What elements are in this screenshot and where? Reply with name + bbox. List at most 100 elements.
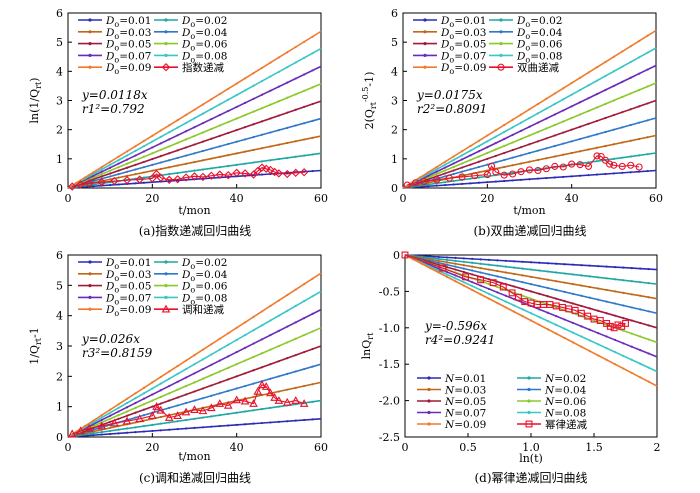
series-point <box>260 407 264 411</box>
series-point <box>294 288 297 291</box>
series-point <box>117 183 120 186</box>
series-point <box>444 163 447 166</box>
series-point <box>503 137 506 141</box>
series-point <box>260 66 264 70</box>
legend-marker <box>527 387 531 392</box>
series-point <box>622 291 625 294</box>
series-point <box>528 160 531 163</box>
series-point <box>201 112 205 115</box>
series-point <box>134 431 137 434</box>
legend-marker <box>88 307 92 311</box>
series-point <box>638 105 641 108</box>
series-point <box>294 370 297 373</box>
data-point <box>627 161 635 169</box>
series-point <box>201 377 205 380</box>
series-point <box>418 176 421 179</box>
series-point <box>605 300 608 303</box>
series-point <box>579 113 582 116</box>
series-point <box>168 384 171 388</box>
series-point <box>454 277 457 280</box>
series-point <box>244 423 247 426</box>
series-point <box>134 168 137 171</box>
series-point <box>595 133 599 136</box>
series-point <box>235 363 238 366</box>
series-point <box>117 417 120 420</box>
series-point <box>184 418 188 422</box>
series-point <box>454 262 457 265</box>
series-point <box>210 127 213 131</box>
series-point <box>260 352 264 355</box>
series-point <box>545 107 548 110</box>
series-point <box>303 333 306 337</box>
series-point <box>454 265 457 268</box>
series-point <box>151 146 154 149</box>
series-point <box>437 263 440 266</box>
series-point <box>630 371 633 375</box>
series-point <box>639 308 642 311</box>
series-point <box>201 348 205 351</box>
data-point <box>606 160 614 168</box>
y-tick-label: 6 <box>56 249 63 262</box>
series-point <box>286 325 289 328</box>
series-point <box>494 180 497 183</box>
series-point <box>504 277 507 280</box>
data-point <box>458 173 466 181</box>
series-point <box>134 145 137 148</box>
series-point <box>134 182 137 185</box>
data-point <box>84 423 94 432</box>
series-point <box>496 264 499 267</box>
series-point <box>252 123 255 126</box>
x-axis-label: ln(t) <box>519 452 543 465</box>
series-point <box>311 153 314 156</box>
series-point <box>595 146 599 149</box>
series-point <box>570 128 573 131</box>
panel-caption: (b)双曲递减回归曲线 <box>473 224 586 238</box>
series-point <box>210 137 213 140</box>
series-point <box>486 175 489 178</box>
series-point <box>639 281 642 284</box>
series-point <box>260 324 264 327</box>
series-point <box>252 409 255 412</box>
series-point <box>647 310 650 313</box>
series-point <box>528 125 531 128</box>
series-point <box>100 168 103 171</box>
series-point <box>134 416 137 419</box>
series-point <box>487 258 491 261</box>
series-point <box>244 384 247 388</box>
series-point <box>151 405 154 408</box>
series-point <box>445 266 449 269</box>
x-tick-label: 40 <box>565 192 579 205</box>
series-point <box>269 406 272 409</box>
y-tick-label: 0 <box>56 431 63 444</box>
series-point <box>613 266 617 269</box>
data-point <box>122 175 132 185</box>
series-point <box>109 432 112 436</box>
data-point <box>68 182 77 191</box>
series-point <box>311 69 314 72</box>
series-point <box>176 149 179 152</box>
series-point <box>117 414 120 417</box>
legend-marker <box>423 18 427 22</box>
series-point <box>218 124 221 127</box>
series-point <box>622 367 625 370</box>
y-tick-label: -2.5 <box>379 431 400 444</box>
series-point <box>579 162 582 165</box>
legend-marker <box>88 18 92 22</box>
data-point <box>274 169 284 178</box>
series-point <box>168 399 171 402</box>
series-point <box>235 140 238 143</box>
series-point <box>555 271 558 274</box>
series-point <box>639 294 642 297</box>
series-point <box>612 128 615 131</box>
series-point <box>487 297 491 300</box>
series-point <box>629 92 632 95</box>
series-point <box>621 111 624 114</box>
series-point <box>412 258 415 261</box>
y-tick-label: 4 <box>56 65 63 78</box>
legend-marker <box>427 376 431 380</box>
series-point <box>235 105 238 109</box>
series-point <box>151 169 154 172</box>
series-point <box>294 155 297 158</box>
series-point <box>142 171 145 174</box>
series-point <box>630 306 633 309</box>
